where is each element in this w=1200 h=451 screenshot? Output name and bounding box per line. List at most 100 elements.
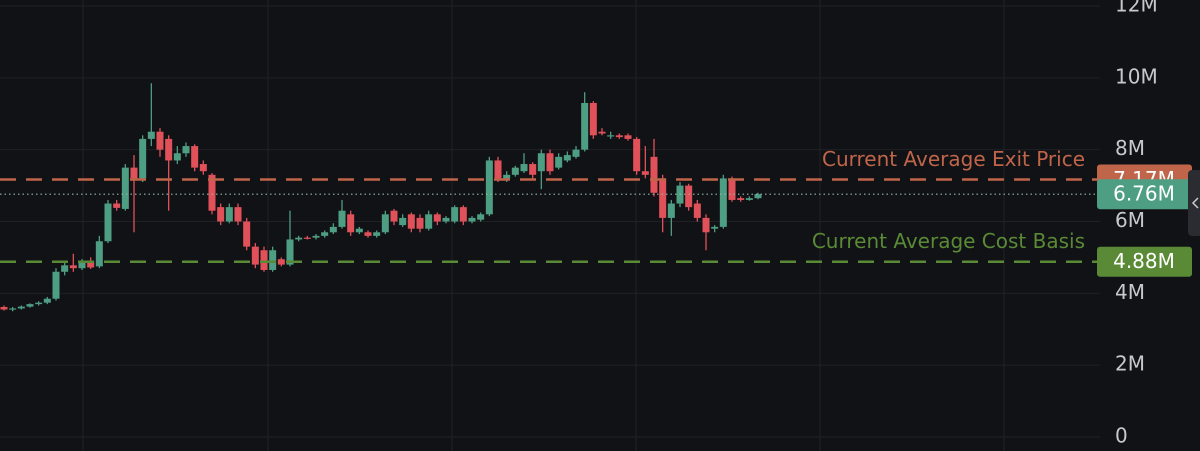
candle-body: [555, 156, 563, 168]
candle-body: [433, 214, 441, 222]
candle-body: [26, 304, 34, 307]
candle-body: [390, 210, 398, 222]
candle-body: [173, 153, 181, 161]
candle-body: [373, 232, 381, 236]
candle-body: [563, 155, 571, 161]
y-tick-label: 4M: [1115, 280, 1145, 304]
candle-body: [381, 214, 389, 233]
candle-body: [321, 232, 329, 236]
candle-body: [745, 198, 753, 200]
y-tick-label: 0: [1115, 424, 1128, 448]
candle-body: [719, 178, 727, 227]
candle-body: [650, 156, 658, 193]
candle-body: [312, 235, 320, 238]
candle-body: [104, 203, 112, 242]
candle-body: [113, 203, 121, 208]
candle-body: [78, 262, 86, 269]
candle-body: [69, 265, 77, 269]
candle-body: [182, 146, 190, 154]
price-badge-label: 4.88M: [1113, 249, 1175, 273]
candle-body: [130, 167, 138, 179]
candle-body: [425, 214, 433, 229]
candle-body: [546, 153, 554, 172]
candle-body: [702, 217, 710, 233]
candle-body: [191, 146, 199, 168]
y-axis: 0 2M 4M 6M 8M 10M 12M: [1115, 0, 1158, 448]
candle-body: [737, 198, 745, 200]
y-tick-label: 2M: [1115, 352, 1145, 376]
candle-body: [165, 138, 173, 161]
candle-body: [9, 308, 17, 310]
candle-body: [399, 217, 407, 226]
candle-body: [225, 207, 233, 222]
candle-body: [260, 250, 268, 270]
candle-body: [251, 246, 259, 265]
candle-body: [347, 214, 355, 233]
candle-body: [35, 302, 43, 305]
candle-body: [641, 171, 649, 175]
candle-body: [52, 271, 60, 299]
candle-body: [303, 237, 311, 239]
candle-body: [633, 138, 641, 172]
price-line-label: Current Average Exit Price: [822, 147, 1085, 171]
price-lines: Current Average Exit Price Current Averag…: [0, 147, 1097, 263]
candle-body: [494, 160, 502, 179]
candles: [0, 83, 762, 312]
candle-body: [503, 174, 511, 179]
candle-body: [217, 207, 225, 222]
y-tick-label: 8M: [1115, 136, 1145, 160]
candle-body: [598, 131, 606, 134]
candle-body: [364, 232, 372, 236]
price-badge: [1097, 246, 1192, 277]
candle-body: [87, 261, 95, 268]
y-tick-label: 12M: [1115, 0, 1158, 17]
candle-body: [121, 167, 129, 209]
candle-body: [754, 194, 762, 199]
candle-body: [286, 239, 294, 265]
candle-body: [61, 265, 69, 272]
scroll-arrow: [1191, 197, 1199, 209]
candle-body: [338, 210, 346, 227]
candle-body: [269, 250, 277, 270]
candle-body: [485, 160, 493, 215]
candle-body: [416, 217, 424, 229]
candle-body: [243, 221, 251, 247]
y-tick-label: 6M: [1115, 208, 1145, 232]
candle-body: [295, 237, 303, 240]
candle-body: [520, 164, 528, 172]
candle-body: [0, 306, 8, 310]
candle-body: [139, 138, 147, 179]
candle-body: [329, 226, 337, 233]
candle-body: [156, 131, 164, 150]
candle-body: [355, 228, 363, 233]
candle-body: [685, 185, 693, 208]
candle-body: [529, 164, 537, 175]
candle-body: [537, 153, 545, 172]
candle-body: [17, 306, 25, 309]
candle-body: [234, 207, 242, 222]
candle-body: [459, 207, 467, 222]
candle-body: [147, 131, 155, 139]
y-tick-label: 10M: [1115, 64, 1158, 88]
candle-body: [208, 174, 216, 211]
candle-body: [589, 102, 597, 136]
candle-body: [728, 178, 736, 200]
candle-body: [442, 217, 450, 222]
candle-body: [477, 214, 485, 220]
candle-body: [451, 207, 459, 222]
candle-body: [615, 135, 623, 138]
candle-body: [572, 149, 580, 157]
price-badge: [1097, 179, 1192, 210]
candle-body: [511, 167, 519, 175]
candle-body: [667, 203, 675, 218]
candle-body: [581, 102, 589, 150]
price-badge-label: 6.76M: [1113, 182, 1175, 206]
candle-body: [407, 214, 415, 229]
candle-body: [95, 241, 103, 267]
candle-body: [607, 135, 615, 137]
candle-body: [624, 135, 632, 139]
price-line-label: Current Average Cost Basis: [812, 229, 1085, 253]
